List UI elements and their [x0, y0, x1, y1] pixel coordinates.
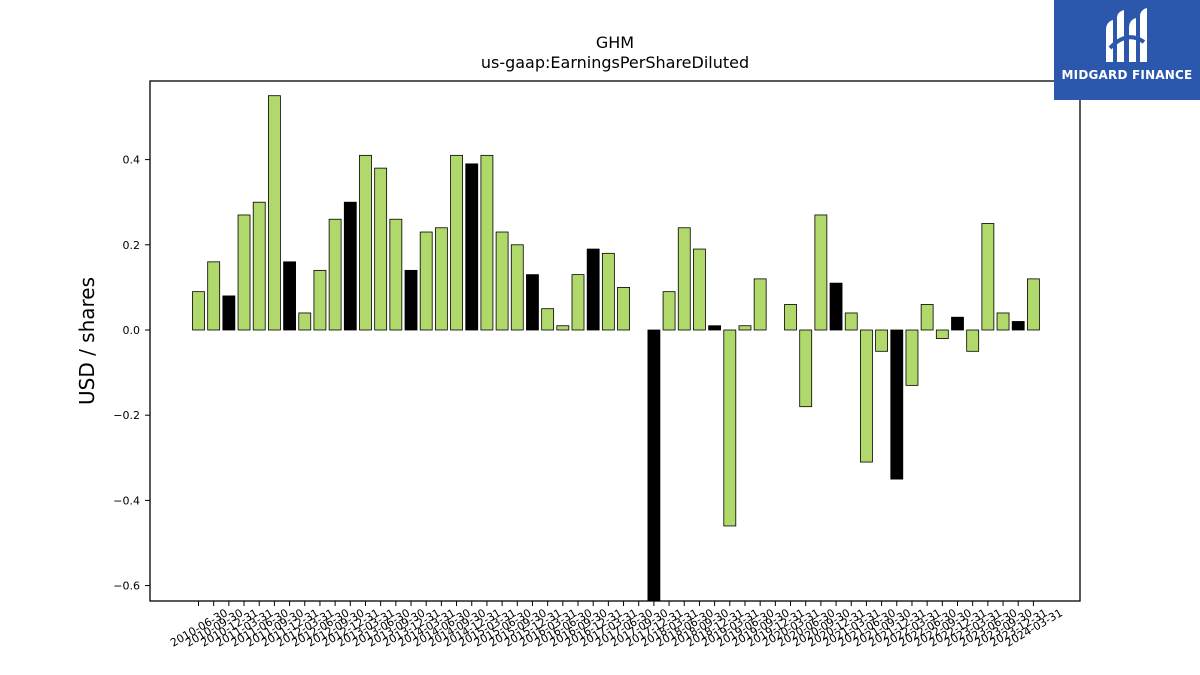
bar-2021-09-30: [875, 329, 888, 352]
bar-2013-03-31: [359, 154, 372, 331]
bar-2022-06-30: [920, 304, 934, 331]
bar-2023-06-30: [981, 223, 995, 331]
bar-2014-12-31: [465, 163, 479, 331]
bar-2011-12-31: [283, 261, 296, 331]
bar-2015-03-31: [480, 154, 494, 331]
bar-2016-06-30: [556, 325, 570, 331]
y-tick-label: −0.2: [113, 409, 140, 422]
bar-2019-09-30: [753, 278, 767, 331]
bar-2023-09-30: [996, 312, 1010, 331]
bar-2021-03-31: [844, 312, 858, 331]
bar-2022-09-30: [935, 329, 949, 339]
bar-2022-03-31: [905, 329, 919, 386]
bar-2023-12-31: [1011, 321, 1025, 331]
bar-2013-06-30: [374, 167, 388, 331]
bar-2011-09-30: [267, 95, 281, 331]
plot-frame: [149, 80, 1081, 602]
bar-2010-06-30: [192, 291, 205, 331]
bars-layer: [192, 95, 1040, 602]
bar-2020-03-31: [784, 304, 797, 331]
bar-2017-06-30: [617, 286, 630, 331]
y-axis-label: USD / shares: [75, 277, 99, 405]
y-tick-label: 0.4: [123, 154, 141, 167]
bar-2018-12-31: [708, 325, 722, 331]
bar-2021-06-30: [860, 329, 873, 463]
bar-2023-03-31: [966, 329, 980, 352]
bar-2020-12-31: [829, 282, 843, 331]
bar-2018-06-30: [677, 227, 691, 331]
bar-2017-03-31: [601, 252, 615, 331]
bar-2016-09-30: [571, 274, 585, 331]
bar-2014-09-30: [450, 154, 463, 331]
y-tick-label: 0.0: [123, 324, 141, 337]
bar-2019-06-30: [738, 325, 752, 331]
bar-2021-12-31: [890, 329, 904, 480]
bar-2015-09-30: [510, 244, 524, 331]
bar-2018-09-30: [693, 248, 706, 331]
bar-2015-12-31: [526, 274, 539, 331]
bar-2019-03-31: [723, 329, 737, 527]
y-tick-label: 0.2: [123, 239, 141, 252]
bar-2017-12-31: [647, 329, 661, 602]
bar-2011-03-31: [237, 214, 251, 331]
bar-2013-09-30: [389, 218, 403, 331]
bar-2012-03-31: [298, 312, 312, 331]
bar-2024-03-31: [1027, 278, 1040, 331]
logo-mark-icon: [1106, 8, 1147, 62]
bar-2014-03-31: [419, 231, 433, 331]
bar-2020-06-30: [799, 329, 813, 408]
bar-2020-09-30: [814, 214, 828, 331]
bar-2014-06-30: [434, 227, 448, 331]
bar-2011-06-30: [252, 201, 266, 331]
chart-subtitle: us-gaap:EarningsPerShareDiluted: [481, 53, 749, 72]
y-tick-label: −0.4: [113, 494, 140, 507]
logo-text: MIDGARD FINANCE: [1061, 68, 1193, 82]
bar-2013-12-31: [404, 269, 418, 331]
bar-2016-03-31: [541, 308, 555, 331]
bar-2012-12-31: [343, 201, 357, 331]
bar-2016-12-31: [586, 248, 600, 331]
bar-2015-06-30: [495, 231, 509, 331]
bar-2012-06-30: [313, 269, 327, 331]
brand-logo: MIDGARD FINANCE: [1054, 0, 1200, 100]
y-tick-label: −0.6: [113, 580, 140, 593]
bar-2012-09-30: [328, 218, 342, 331]
bar-2022-12-31: [951, 316, 964, 331]
chart-title: GHM: [596, 33, 634, 52]
bar-2010-09-30: [207, 261, 221, 331]
bar-2010-12-31: [222, 295, 236, 331]
y-axis: −0.6 −0.4 −0.2 0.0 0.2 0.4: [113, 154, 150, 593]
x-axis: 2010-06-302010-09-302010-12-312011-03-31…: [168, 601, 1065, 650]
bar-2018-03-31: [662, 291, 676, 331]
